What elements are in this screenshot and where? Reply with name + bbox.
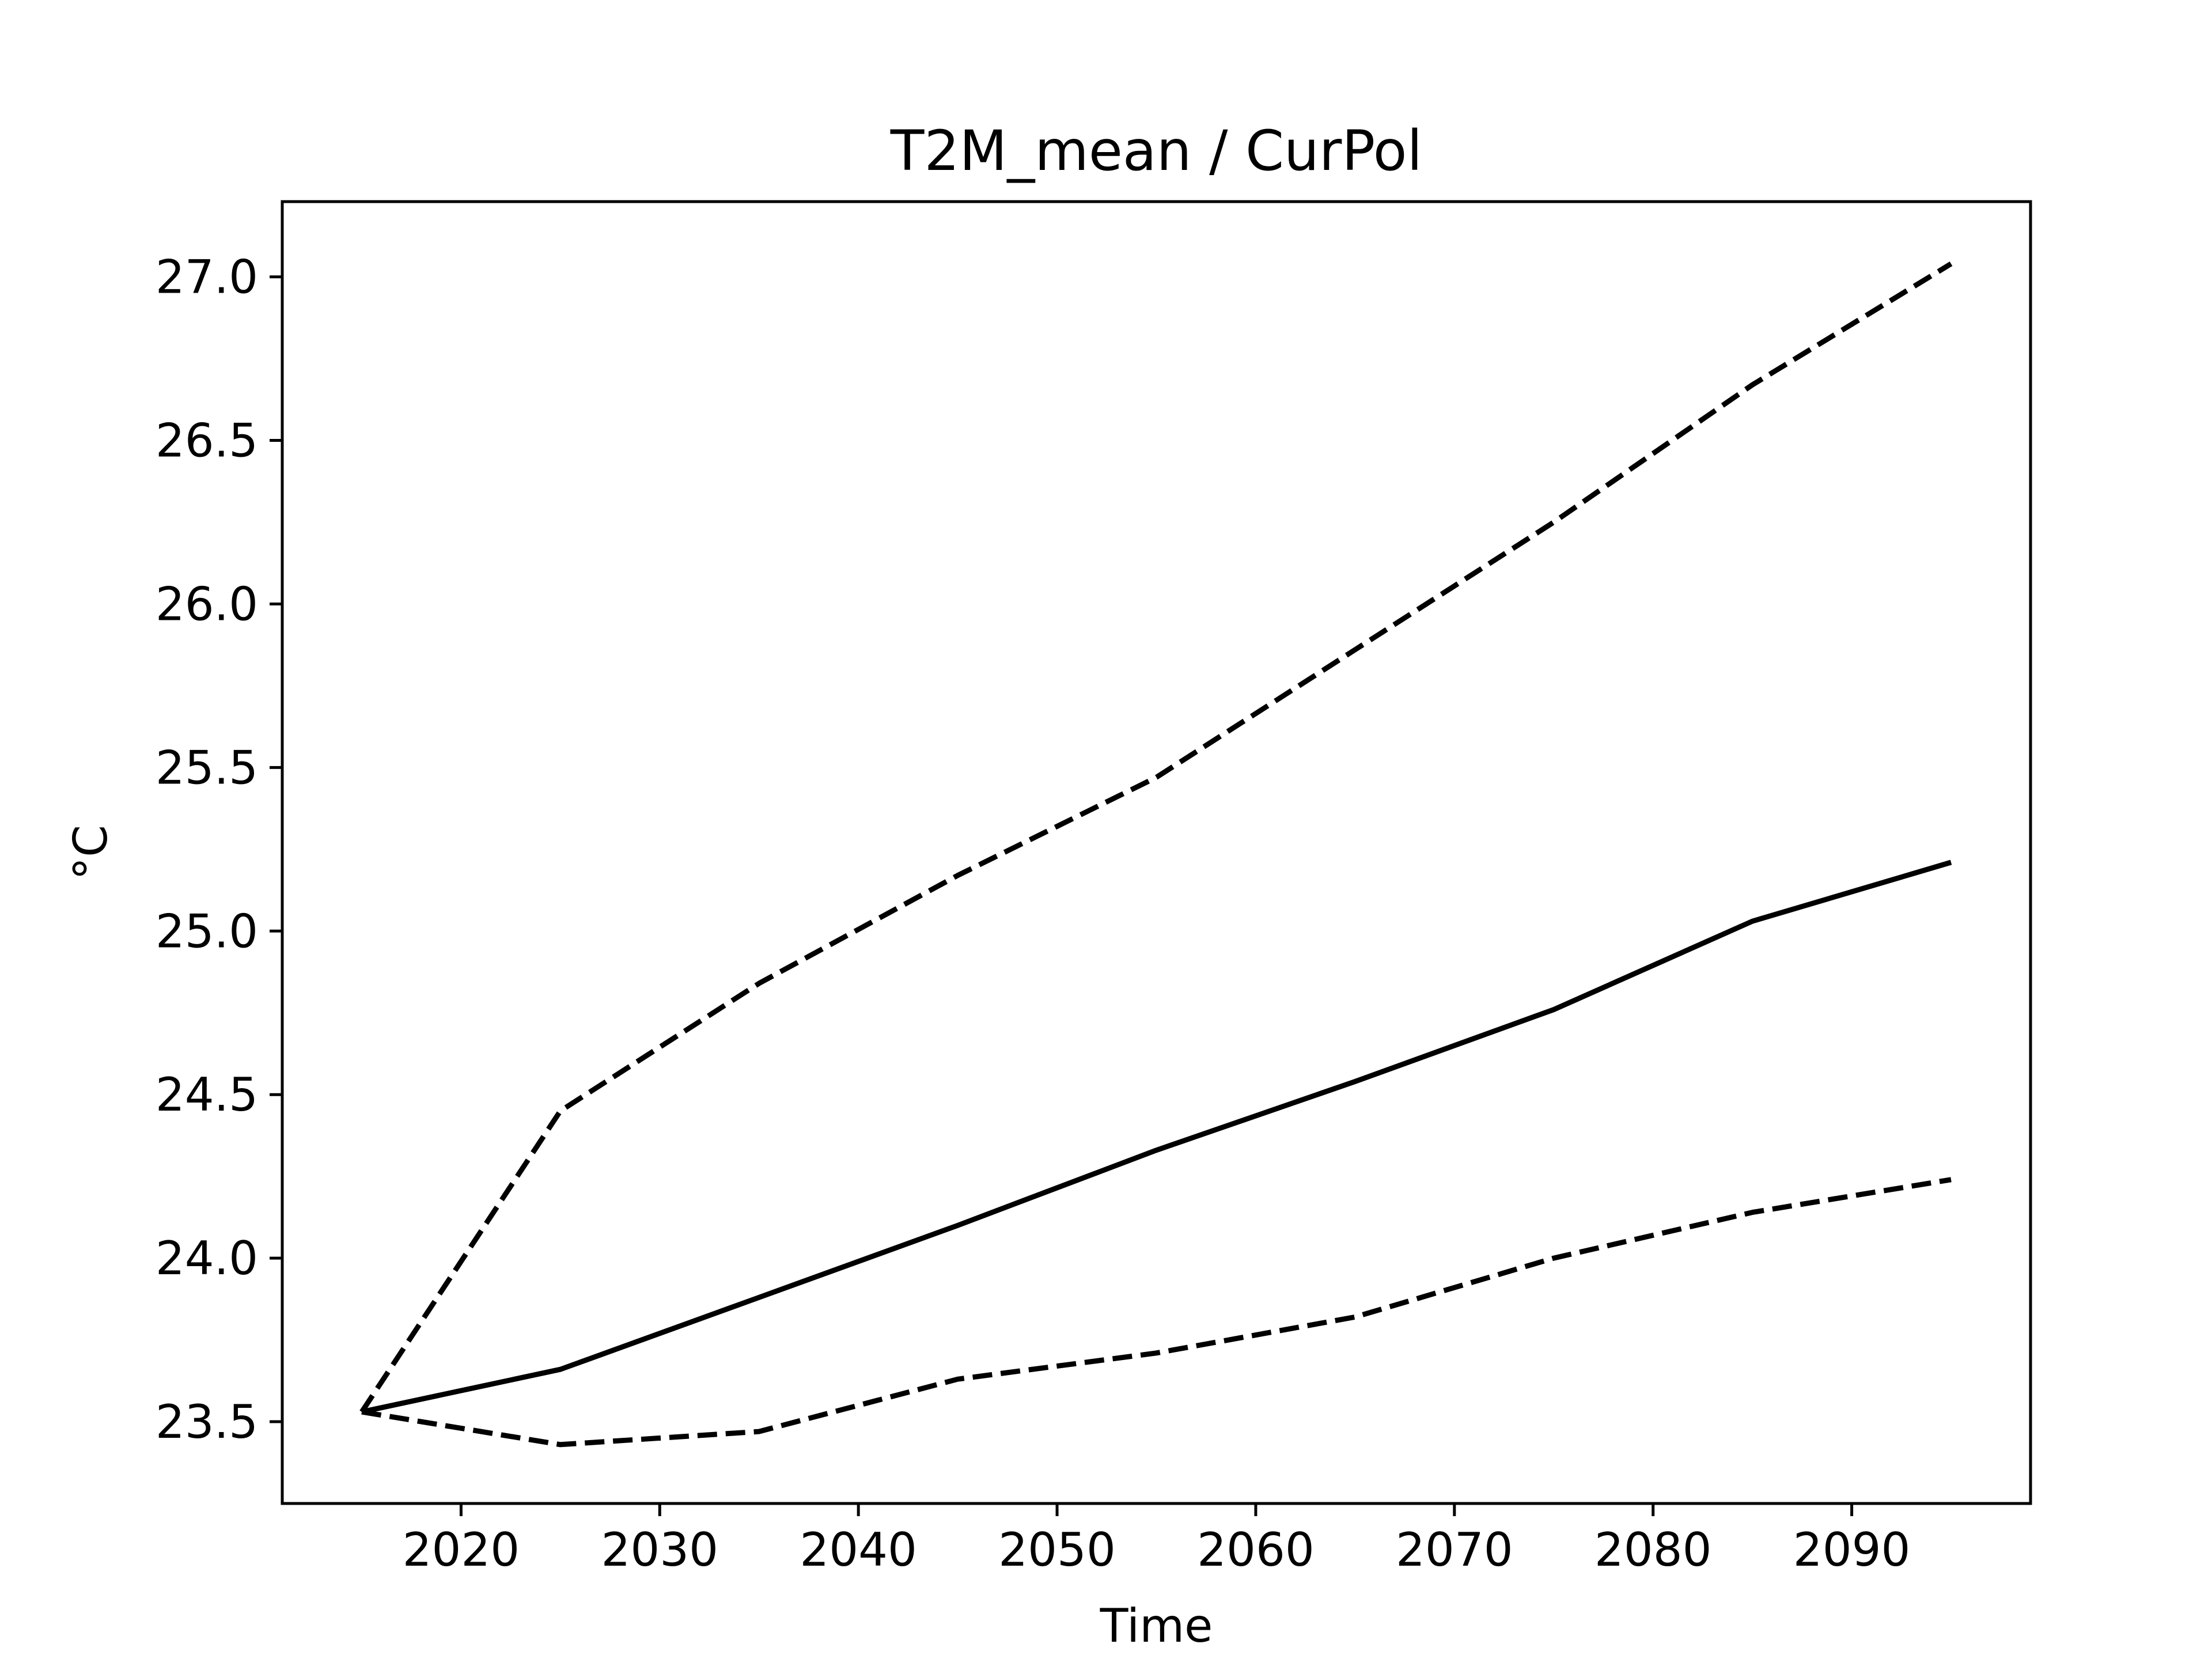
x-tick-label: 2030: [601, 1523, 718, 1577]
y-tick-label: 27.0: [156, 251, 258, 304]
x-axis-label: Time: [1100, 1599, 1213, 1653]
x-tick-label: 2090: [1793, 1523, 1911, 1577]
y-axis-label: °C: [64, 825, 118, 880]
y-tick-label: 24.5: [156, 1068, 258, 1122]
y-tick-label: 25.0: [156, 904, 258, 958]
x-tick-label: 2050: [998, 1523, 1116, 1577]
x-tick-label: 2070: [1396, 1523, 1513, 1577]
x-tick-label: 2080: [1594, 1523, 1712, 1577]
y-tick-label: 23.5: [156, 1395, 258, 1449]
x-tick-label: 2040: [800, 1523, 917, 1577]
series-layer: [359, 262, 1953, 1448]
plot-frame: [281, 200, 2032, 1505]
x-tick-label: 2060: [1197, 1523, 1315, 1577]
series-line-2-solid: [361, 859, 1952, 1415]
y-tick-label: 24.0: [156, 1232, 258, 1285]
y-axis: 23.5 24.0 24.5 25.0 25.5 26.0 26.5 27.0: [156, 251, 282, 1449]
x-tick-label: 2020: [403, 1523, 520, 1577]
x-axis: 2020 2030 2040 2050 2060 2070 2080 2090: [403, 1503, 1911, 1577]
y-tick-label: 25.5: [156, 741, 258, 794]
series-line-1-dashed: [359, 262, 1953, 1414]
series-line-3-dashed: [361, 1177, 1952, 1448]
y-tick-label: 26.0: [156, 577, 258, 631]
y-tick-label: 26.5: [156, 414, 258, 468]
chart-title: T2M_mean / CurPol: [890, 119, 1422, 183]
